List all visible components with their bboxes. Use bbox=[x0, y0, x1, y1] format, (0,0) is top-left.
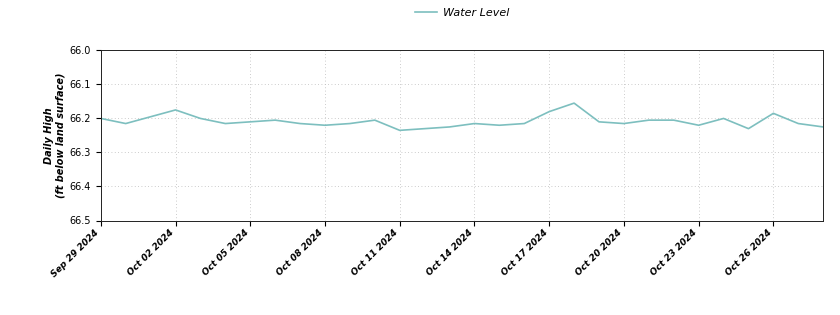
Water Level bbox=[370, 118, 380, 122]
Water Level bbox=[793, 122, 803, 125]
Water Level bbox=[320, 123, 330, 127]
Water Level bbox=[494, 123, 504, 127]
Water Level bbox=[619, 122, 629, 125]
Water Level bbox=[420, 127, 430, 130]
Water Level bbox=[395, 129, 405, 132]
Water Level bbox=[145, 115, 155, 119]
Water Level bbox=[470, 122, 480, 125]
Water Level bbox=[743, 127, 753, 130]
Water Level bbox=[245, 120, 255, 124]
Water Level bbox=[295, 122, 305, 125]
Water Level bbox=[171, 108, 181, 112]
Line: Water Level: Water Level bbox=[101, 103, 823, 130]
Water Level bbox=[345, 122, 355, 125]
Water Level bbox=[569, 101, 579, 105]
Water Level bbox=[643, 118, 654, 122]
Water Level bbox=[718, 117, 728, 120]
Water Level bbox=[121, 122, 131, 125]
Legend: Water Level: Water Level bbox=[415, 8, 509, 18]
Water Level bbox=[444, 125, 454, 129]
Water Level bbox=[220, 122, 230, 125]
Water Level bbox=[544, 110, 554, 113]
Water Level bbox=[669, 118, 679, 122]
Water Level bbox=[594, 120, 604, 124]
Water Level bbox=[818, 125, 828, 129]
Water Level bbox=[96, 117, 106, 120]
Water Level bbox=[694, 123, 704, 127]
Water Level bbox=[519, 122, 529, 125]
Y-axis label: Daily High
(ft below land surface): Daily High (ft below land surface) bbox=[44, 73, 66, 198]
Water Level bbox=[769, 112, 779, 115]
Water Level bbox=[270, 118, 281, 122]
Water Level bbox=[196, 117, 206, 120]
